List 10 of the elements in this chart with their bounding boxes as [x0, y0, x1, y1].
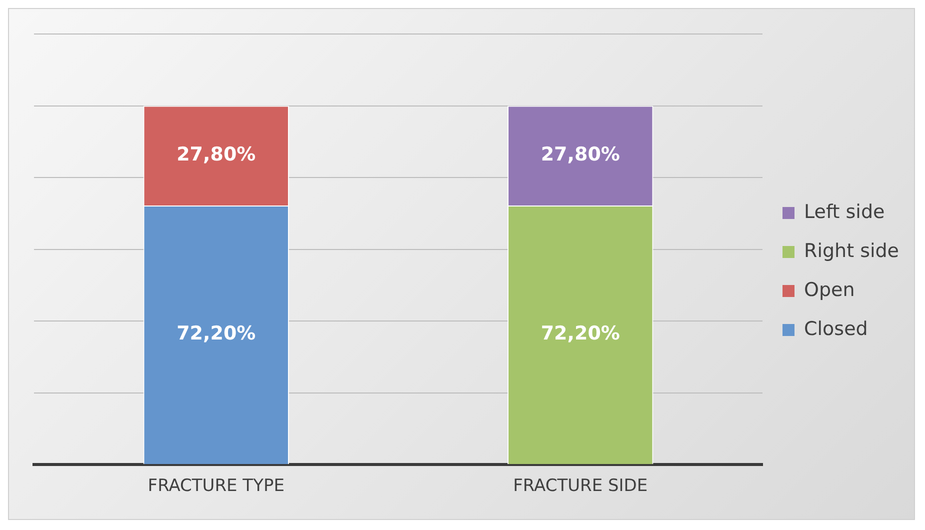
legend-label: Left side — [804, 200, 885, 223]
x-tick-label: FRACTURE SIDE — [513, 476, 648, 496]
data-label: 72,20% — [540, 322, 620, 345]
data-label: 72,20% — [176, 322, 256, 345]
legend-label: Closed — [804, 318, 868, 340]
legend-label: Right side — [804, 240, 899, 262]
data-label: 27,80% — [540, 144, 620, 166]
x-tick-label: FRACTURE TYPE — [148, 476, 284, 496]
legend-label: Open — [804, 278, 855, 301]
data-label: 27,80% — [176, 144, 256, 166]
